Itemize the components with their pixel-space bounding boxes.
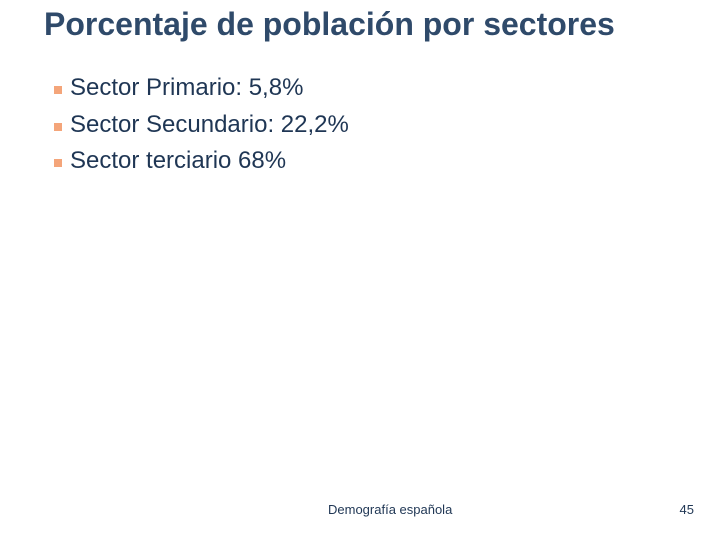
bullet-item: Sector Primario: 5,8% bbox=[0, 70, 349, 107]
bullet-marker bbox=[54, 159, 62, 167]
bullet-text: Sector Secundario: 22,2% bbox=[70, 110, 349, 138]
slide-title: Porcentaje de población por sectores bbox=[44, 6, 615, 42]
page-number: 45 bbox=[679, 502, 694, 517]
bullet-text: Sector terciario 68% bbox=[70, 147, 287, 174]
bullet-item: Sector Secundario: 22,2% bbox=[0, 107, 349, 144]
footer-text: Demografía española bbox=[328, 502, 453, 517]
bullet-item: Sector terciario 68% bbox=[0, 143, 349, 180]
bullet-list: Sector Primario: 5,8% Sector Secundario: … bbox=[0, 70, 349, 180]
bullet-text: Sector Primario: 5,8% bbox=[70, 74, 304, 101]
bullet-marker bbox=[54, 86, 62, 94]
bullet-marker bbox=[54, 122, 62, 131]
